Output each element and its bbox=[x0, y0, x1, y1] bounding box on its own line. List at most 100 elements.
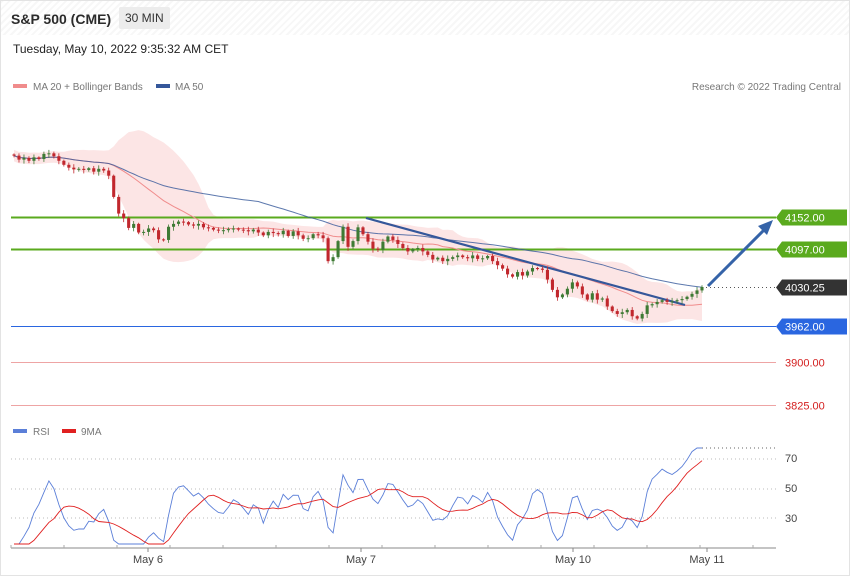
candle-body bbox=[670, 301, 674, 303]
candle bbox=[356, 224, 360, 245]
candle-body bbox=[456, 255, 460, 258]
candle-body bbox=[396, 239, 400, 244]
candle bbox=[137, 222, 141, 235]
candle bbox=[620, 308, 624, 318]
candle-body bbox=[77, 168, 81, 170]
candle-body bbox=[406, 247, 410, 252]
candle-body bbox=[231, 228, 235, 230]
candle bbox=[176, 219, 181, 227]
candle bbox=[261, 231, 265, 238]
candle-body bbox=[381, 241, 385, 250]
candle-body bbox=[132, 223, 136, 228]
candle bbox=[42, 151, 46, 162]
candle-body bbox=[206, 227, 210, 229]
candle bbox=[206, 224, 210, 232]
candle bbox=[535, 266, 540, 271]
level-tag-4030.25 bbox=[776, 279, 847, 296]
level-tag-4152.00 bbox=[776, 209, 847, 226]
candle bbox=[346, 223, 350, 251]
candle-body bbox=[471, 255, 475, 259]
candle bbox=[331, 254, 335, 265]
candle bbox=[610, 305, 614, 313]
candle bbox=[22, 154, 26, 164]
copyright-text: Research © 2022 Trading Central bbox=[692, 82, 841, 93]
level-tag-3962.00 bbox=[776, 318, 847, 335]
candle bbox=[251, 227, 255, 234]
candle-body bbox=[57, 156, 61, 161]
candle bbox=[152, 226, 156, 233]
candle-body bbox=[296, 231, 300, 236]
candle-body bbox=[436, 257, 440, 260]
candle-body bbox=[570, 282, 574, 289]
candle bbox=[640, 311, 644, 322]
candle bbox=[700, 285, 704, 293]
candle-body bbox=[311, 234, 315, 239]
candle bbox=[52, 151, 56, 159]
candle-body bbox=[535, 268, 540, 270]
candle bbox=[416, 245, 420, 252]
candle-body bbox=[431, 254, 435, 260]
candle-body bbox=[127, 218, 131, 228]
candle bbox=[585, 293, 589, 302]
candle-body bbox=[620, 312, 624, 314]
candle bbox=[316, 231, 320, 239]
candle-body bbox=[191, 224, 196, 226]
projection-arrow-shaft bbox=[706, 224, 770, 288]
candle bbox=[127, 216, 131, 231]
rsi-legend-label: RSI bbox=[33, 427, 50, 438]
candle bbox=[690, 291, 694, 300]
candle-body bbox=[411, 249, 415, 252]
candle bbox=[600, 296, 604, 302]
candle bbox=[575, 280, 579, 289]
candle bbox=[665, 297, 669, 305]
projection-arrowhead bbox=[758, 220, 773, 235]
candle-body bbox=[87, 168, 91, 170]
candle-body bbox=[595, 293, 599, 300]
candle bbox=[545, 266, 549, 284]
candle-body bbox=[266, 231, 270, 236]
candle bbox=[201, 222, 205, 230]
candle-body bbox=[331, 257, 335, 262]
candle bbox=[675, 298, 679, 304]
candle-body bbox=[391, 236, 395, 240]
candle-body bbox=[605, 298, 609, 307]
candle bbox=[396, 236, 400, 248]
candle bbox=[680, 296, 684, 304]
candle-body bbox=[585, 294, 589, 300]
level-label-4152.00: 4152.00 bbox=[785, 213, 825, 225]
candle-body bbox=[336, 241, 340, 258]
candle-body bbox=[560, 294, 564, 298]
candle-body bbox=[511, 274, 515, 277]
candle-body bbox=[416, 247, 420, 250]
candle-body bbox=[92, 168, 96, 172]
candle-body bbox=[122, 213, 126, 219]
candle bbox=[216, 227, 220, 234]
candle-body bbox=[167, 226, 171, 240]
candle bbox=[605, 295, 609, 310]
candle-body bbox=[690, 293, 694, 297]
candle-body bbox=[22, 157, 26, 160]
candle-body bbox=[137, 223, 141, 233]
candle-body bbox=[306, 238, 310, 240]
candle bbox=[685, 295, 689, 301]
candle bbox=[226, 227, 230, 233]
candle-body bbox=[291, 231, 295, 236]
ma50-legend-label: MA 50 bbox=[175, 82, 204, 93]
candle bbox=[515, 269, 520, 280]
candle bbox=[286, 229, 290, 238]
ma20-legend-swatch bbox=[13, 84, 27, 88]
candle-body bbox=[680, 299, 684, 301]
candle bbox=[336, 239, 340, 259]
candle bbox=[167, 224, 171, 243]
candle-body bbox=[376, 248, 380, 250]
candle-body bbox=[461, 255, 465, 258]
candle-body bbox=[271, 231, 275, 234]
candle-body bbox=[281, 230, 285, 235]
level-label-4097.00: 4097.00 bbox=[785, 245, 825, 257]
timeframe-badge[interactable]: 30 MIN bbox=[119, 7, 170, 29]
candle-body bbox=[491, 256, 495, 262]
candle bbox=[486, 254, 490, 261]
candle-body bbox=[52, 153, 56, 157]
